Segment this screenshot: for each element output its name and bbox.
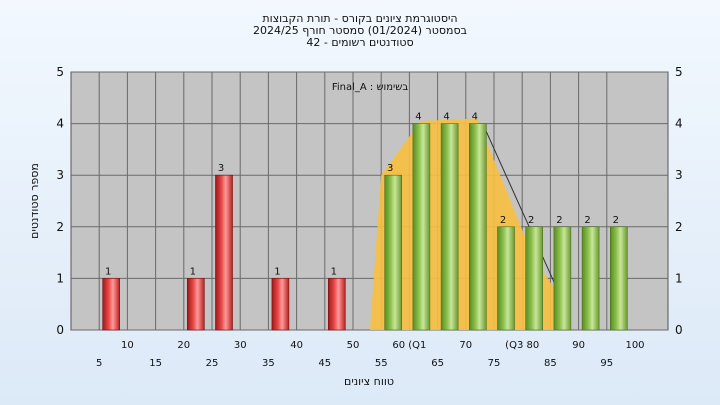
bar [215,174,233,331]
bar-label: 2 [613,215,619,226]
x-tick-label: 5 [96,358,102,369]
bar-label: 2 [500,215,506,226]
y-axis-left: 0 1 2 3 4 5 [56,65,64,337]
bar [384,174,403,331]
bar-label: 3 [387,163,393,174]
x-tick-label: 45 [318,358,331,369]
bar [412,123,431,331]
y-tick-right: 1 [675,271,683,285]
x-tick-label: 50 [347,340,360,351]
bar [440,123,459,331]
x-tick-label: 60 (Q1 [392,340,426,351]
y-tick-right: 0 [675,323,683,337]
bar-label: 4 [443,112,449,123]
x-tick-label: 75 [488,358,501,369]
x-tick-label: (Q3 80 [505,340,539,351]
bar-label: 2 [584,215,590,226]
bar-label: 4 [472,112,478,123]
x-tick-label: 25 [206,358,219,369]
x-tick-label: 40 [290,340,303,351]
x-tick-label: 95 [600,358,613,369]
x-tick-label: 55 [375,358,388,369]
bar [468,123,487,331]
x-tick-label: 85 [544,358,557,369]
y-tick-left: 5 [56,65,64,79]
bar-label: 2 [528,215,534,226]
bar-labels: 1 1 3 1 1 3 4 4 4 2 2 2 2 2 [105,112,619,278]
bar-label: 1 [331,266,337,277]
y-tick-left: 4 [56,117,64,131]
y-tick-left: 2 [56,220,64,234]
area-line [482,123,563,300]
chart-title-line-3: 42 - סטודנטים רשומים [306,36,413,49]
bars [102,123,628,331]
annotation: Final_A : בשימוש [332,82,409,93]
bar [609,226,628,331]
bar [327,278,346,331]
bar-label: 1 [190,266,196,277]
x-tick-label: 15 [149,358,162,369]
x-tick-label: 90 [572,340,585,351]
y-axis-label: מספר סטודנטים [28,163,41,239]
x-tick-label: 20 [177,340,190,351]
y-tick-left: 0 [56,323,64,337]
x-axis: 5 15 25 35 45 55 65 75 85 95 10 20 30 40 50 60 (Q1 70 (Q3… [96,340,645,369]
x-tick-label: 100 [625,340,644,351]
chart-title-line-2: בסמסטר (01/2024) סמסטר חורף 2024/25 [253,24,467,37]
y-tick-right: 2 [675,220,683,234]
bar [271,278,290,331]
x-tick-label: 65 [431,358,444,369]
x-tick-label: 10 [121,340,134,351]
y-axis-right: 0 1 2 3 4 5 [675,65,683,337]
chart-title: היסטוגרמת ציונים בקורס - תורת הקבוצות בס… [253,12,467,49]
x-tick-label: 70 [459,340,472,351]
bar [497,226,515,331]
y-tick-right: 3 [675,168,683,182]
bar [581,226,600,331]
bar [525,226,544,331]
y-tick-right: 5 [675,65,683,79]
y-tick-left: 3 [56,168,64,182]
bar-label: 2 [556,215,562,226]
bar-label: 4 [415,112,421,123]
bar [102,278,120,331]
bar [553,226,572,331]
chart-title-line-1: היסטוגרמת ציונים בקורס - תורת הקבוצות [262,12,457,25]
x-axis-label: טווח ציונים [344,375,394,388]
x-tick-label: 30 [234,340,247,351]
bar [187,278,205,331]
bar-label: 1 [105,266,111,277]
bar-label: 3 [218,163,224,174]
y-tick-left: 1 [56,271,64,285]
x-tick-label: 35 [262,358,275,369]
bar-label: 1 [274,266,280,277]
y-tick-right: 4 [675,117,683,131]
